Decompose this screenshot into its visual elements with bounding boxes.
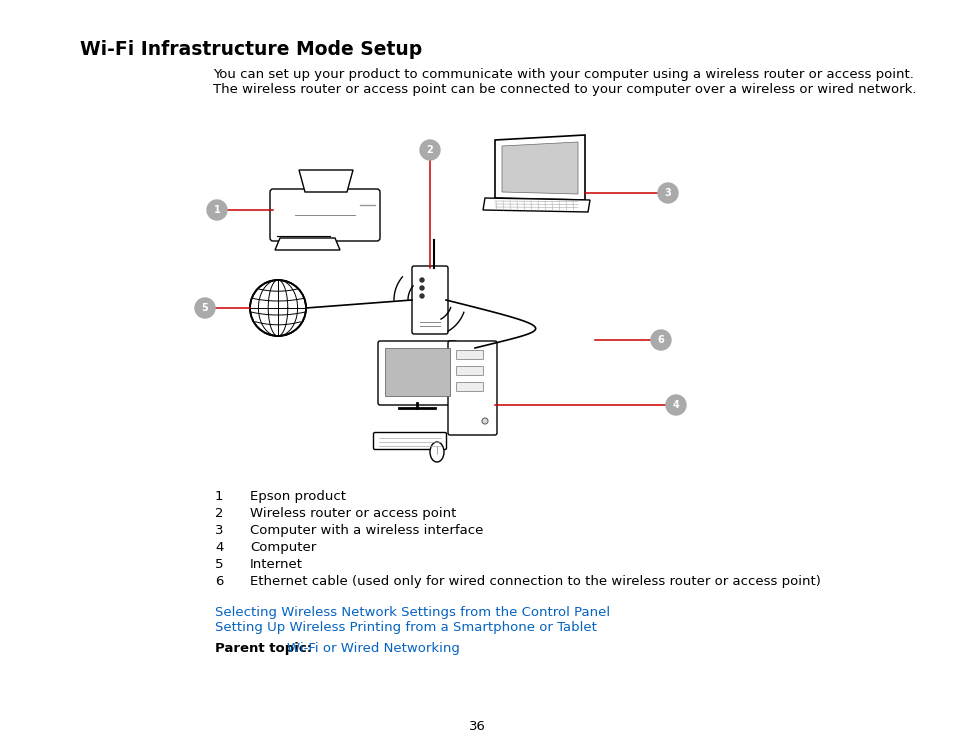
- FancyBboxPatch shape: [456, 351, 483, 359]
- Text: Computer: Computer: [250, 541, 315, 554]
- Circle shape: [419, 286, 423, 290]
- FancyBboxPatch shape: [377, 341, 456, 405]
- Text: 1: 1: [213, 205, 220, 215]
- Polygon shape: [274, 238, 339, 250]
- Circle shape: [481, 418, 488, 424]
- Text: 4: 4: [214, 541, 223, 554]
- FancyBboxPatch shape: [412, 266, 448, 334]
- Circle shape: [250, 280, 306, 336]
- Text: 3: 3: [664, 188, 671, 198]
- Text: 4: 4: [672, 400, 679, 410]
- Text: 2: 2: [426, 145, 433, 155]
- FancyBboxPatch shape: [385, 348, 450, 396]
- FancyBboxPatch shape: [456, 382, 483, 391]
- FancyBboxPatch shape: [448, 341, 497, 435]
- Polygon shape: [298, 170, 353, 192]
- Text: Wi-Fi Infrastructure Mode Setup: Wi-Fi Infrastructure Mode Setup: [80, 40, 422, 59]
- Circle shape: [658, 183, 678, 203]
- Text: 5: 5: [214, 558, 223, 571]
- Circle shape: [419, 278, 423, 282]
- Circle shape: [419, 140, 439, 160]
- Text: Wireless router or access point: Wireless router or access point: [250, 507, 456, 520]
- Text: Ethernet cable (used only for wired connection to the wireless router or access : Ethernet cable (used only for wired conn…: [250, 575, 820, 588]
- Circle shape: [665, 395, 685, 415]
- Text: 1: 1: [214, 490, 223, 503]
- Text: Computer with a wireless interface: Computer with a wireless interface: [250, 524, 483, 537]
- Polygon shape: [482, 198, 589, 212]
- Text: Wi-Fi or Wired Networking: Wi-Fi or Wired Networking: [287, 642, 459, 655]
- Text: 6: 6: [657, 335, 663, 345]
- Text: 5: 5: [201, 303, 208, 313]
- Polygon shape: [501, 142, 578, 194]
- Text: You can set up your product to communicate with your computer using a wireless r: You can set up your product to communica…: [213, 68, 913, 81]
- Text: Selecting Wireless Network Settings from the Control Panel: Selecting Wireless Network Settings from…: [214, 606, 610, 619]
- Circle shape: [419, 294, 423, 298]
- Polygon shape: [495, 135, 584, 200]
- Text: Internet: Internet: [250, 558, 303, 571]
- Circle shape: [207, 200, 227, 220]
- Text: Setting Up Wireless Printing from a Smartphone or Tablet: Setting Up Wireless Printing from a Smar…: [214, 621, 597, 634]
- Text: The wireless router or access point can be connected to your computer over a wir: The wireless router or access point can …: [213, 83, 916, 96]
- Ellipse shape: [430, 442, 443, 462]
- FancyBboxPatch shape: [374, 432, 446, 449]
- Circle shape: [650, 330, 670, 350]
- Text: Epson product: Epson product: [250, 490, 346, 503]
- Text: 3: 3: [214, 524, 223, 537]
- Text: 2: 2: [214, 507, 223, 520]
- Text: 6: 6: [214, 575, 223, 588]
- FancyBboxPatch shape: [456, 367, 483, 376]
- Text: Parent topic:: Parent topic:: [214, 642, 316, 655]
- Text: 36: 36: [468, 720, 485, 733]
- Circle shape: [194, 298, 214, 318]
- FancyBboxPatch shape: [270, 189, 379, 241]
